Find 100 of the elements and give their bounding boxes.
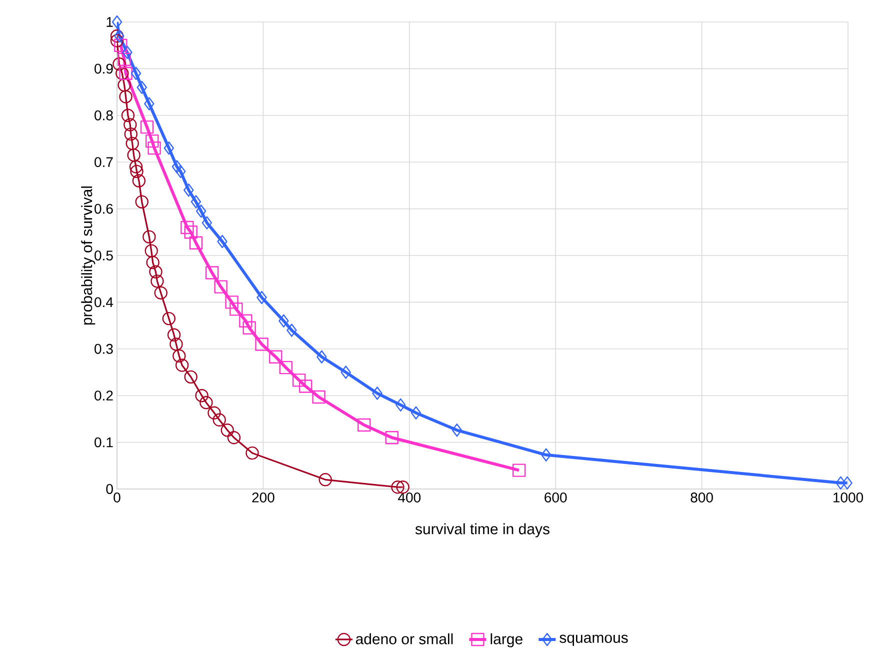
point [299,380,312,393]
point [239,314,252,328]
point [189,236,203,250]
point [130,66,142,80]
point [164,141,174,155]
point [196,204,206,218]
point [214,280,228,294]
point [292,374,306,387]
point [126,136,139,150]
point [129,160,143,174]
point [144,244,158,258]
y-tick-label: 1 [106,17,113,27]
point [172,349,186,363]
point [114,38,128,52]
y-tick-label: 0.9 [94,64,113,74]
point [316,350,327,364]
x-tick-label: 1000 [834,492,864,502]
point [110,29,124,43]
point [357,418,371,432]
point [212,413,226,426]
point [842,476,852,490]
legend-label: squamous [560,634,628,646]
point [154,286,168,300]
point [144,97,154,110]
y-tick-label: 0.2 [94,390,113,401]
x-tick-label: 800 [690,492,713,502]
point [124,118,137,132]
point [256,290,267,304]
point [220,424,234,437]
point [227,431,241,444]
x-tick-label: 0 [114,492,120,502]
point [145,134,159,148]
point [836,476,846,490]
point [410,406,422,420]
point [119,90,132,104]
y-tick-label: 0.3 [94,344,113,354]
point [112,57,126,71]
y-tick-label: 0.1 [94,437,113,448]
point [385,431,398,444]
point [340,366,351,379]
point [118,78,131,92]
point [195,389,208,402]
point [452,424,462,437]
point [396,480,410,494]
point [230,302,243,316]
point [372,386,382,400]
point [146,256,160,270]
x-tick-label: 200 [252,492,274,502]
point [148,141,161,155]
point [121,108,135,122]
point [122,46,132,59]
point [184,184,194,197]
point [175,358,189,372]
point [136,80,147,94]
point [246,446,259,460]
point [255,338,268,351]
x-axis-title: survival time in days [415,523,550,538]
point [124,127,138,141]
point [130,164,144,178]
point [114,29,124,43]
point [110,34,124,48]
point [170,338,183,351]
point [127,148,140,162]
point [112,15,122,29]
point [135,195,148,208]
point [162,312,176,326]
point [190,195,202,208]
y-tick-label: 0.4 [94,297,114,308]
point [541,448,552,462]
point [242,321,256,334]
point [318,473,332,486]
point [202,216,212,230]
y-tick-label: 0.8 [94,110,113,120]
point [150,274,164,288]
point [118,52,131,66]
point [286,324,297,337]
point [119,66,132,80]
point [512,464,526,477]
point [184,226,198,239]
point [312,390,326,404]
point [269,350,282,364]
point [217,234,228,248]
y-tick-label: 0.6 [94,204,113,214]
point [116,66,129,80]
legend-label: adeno or small [356,633,453,644]
point [225,296,238,309]
legend-label: large [490,633,522,648]
point [132,174,146,188]
point [396,398,406,412]
point [149,265,162,278]
point [167,328,181,342]
point [208,406,221,420]
point [176,164,186,178]
point [279,360,292,374]
point [140,120,154,134]
y-tick-label: 0.5 [94,250,113,260]
y-tick-label: 0.7 [94,157,113,168]
y-axis-title: probability of survival [81,186,96,325]
x-tick-label: 600 [544,492,567,502]
point [142,230,156,244]
